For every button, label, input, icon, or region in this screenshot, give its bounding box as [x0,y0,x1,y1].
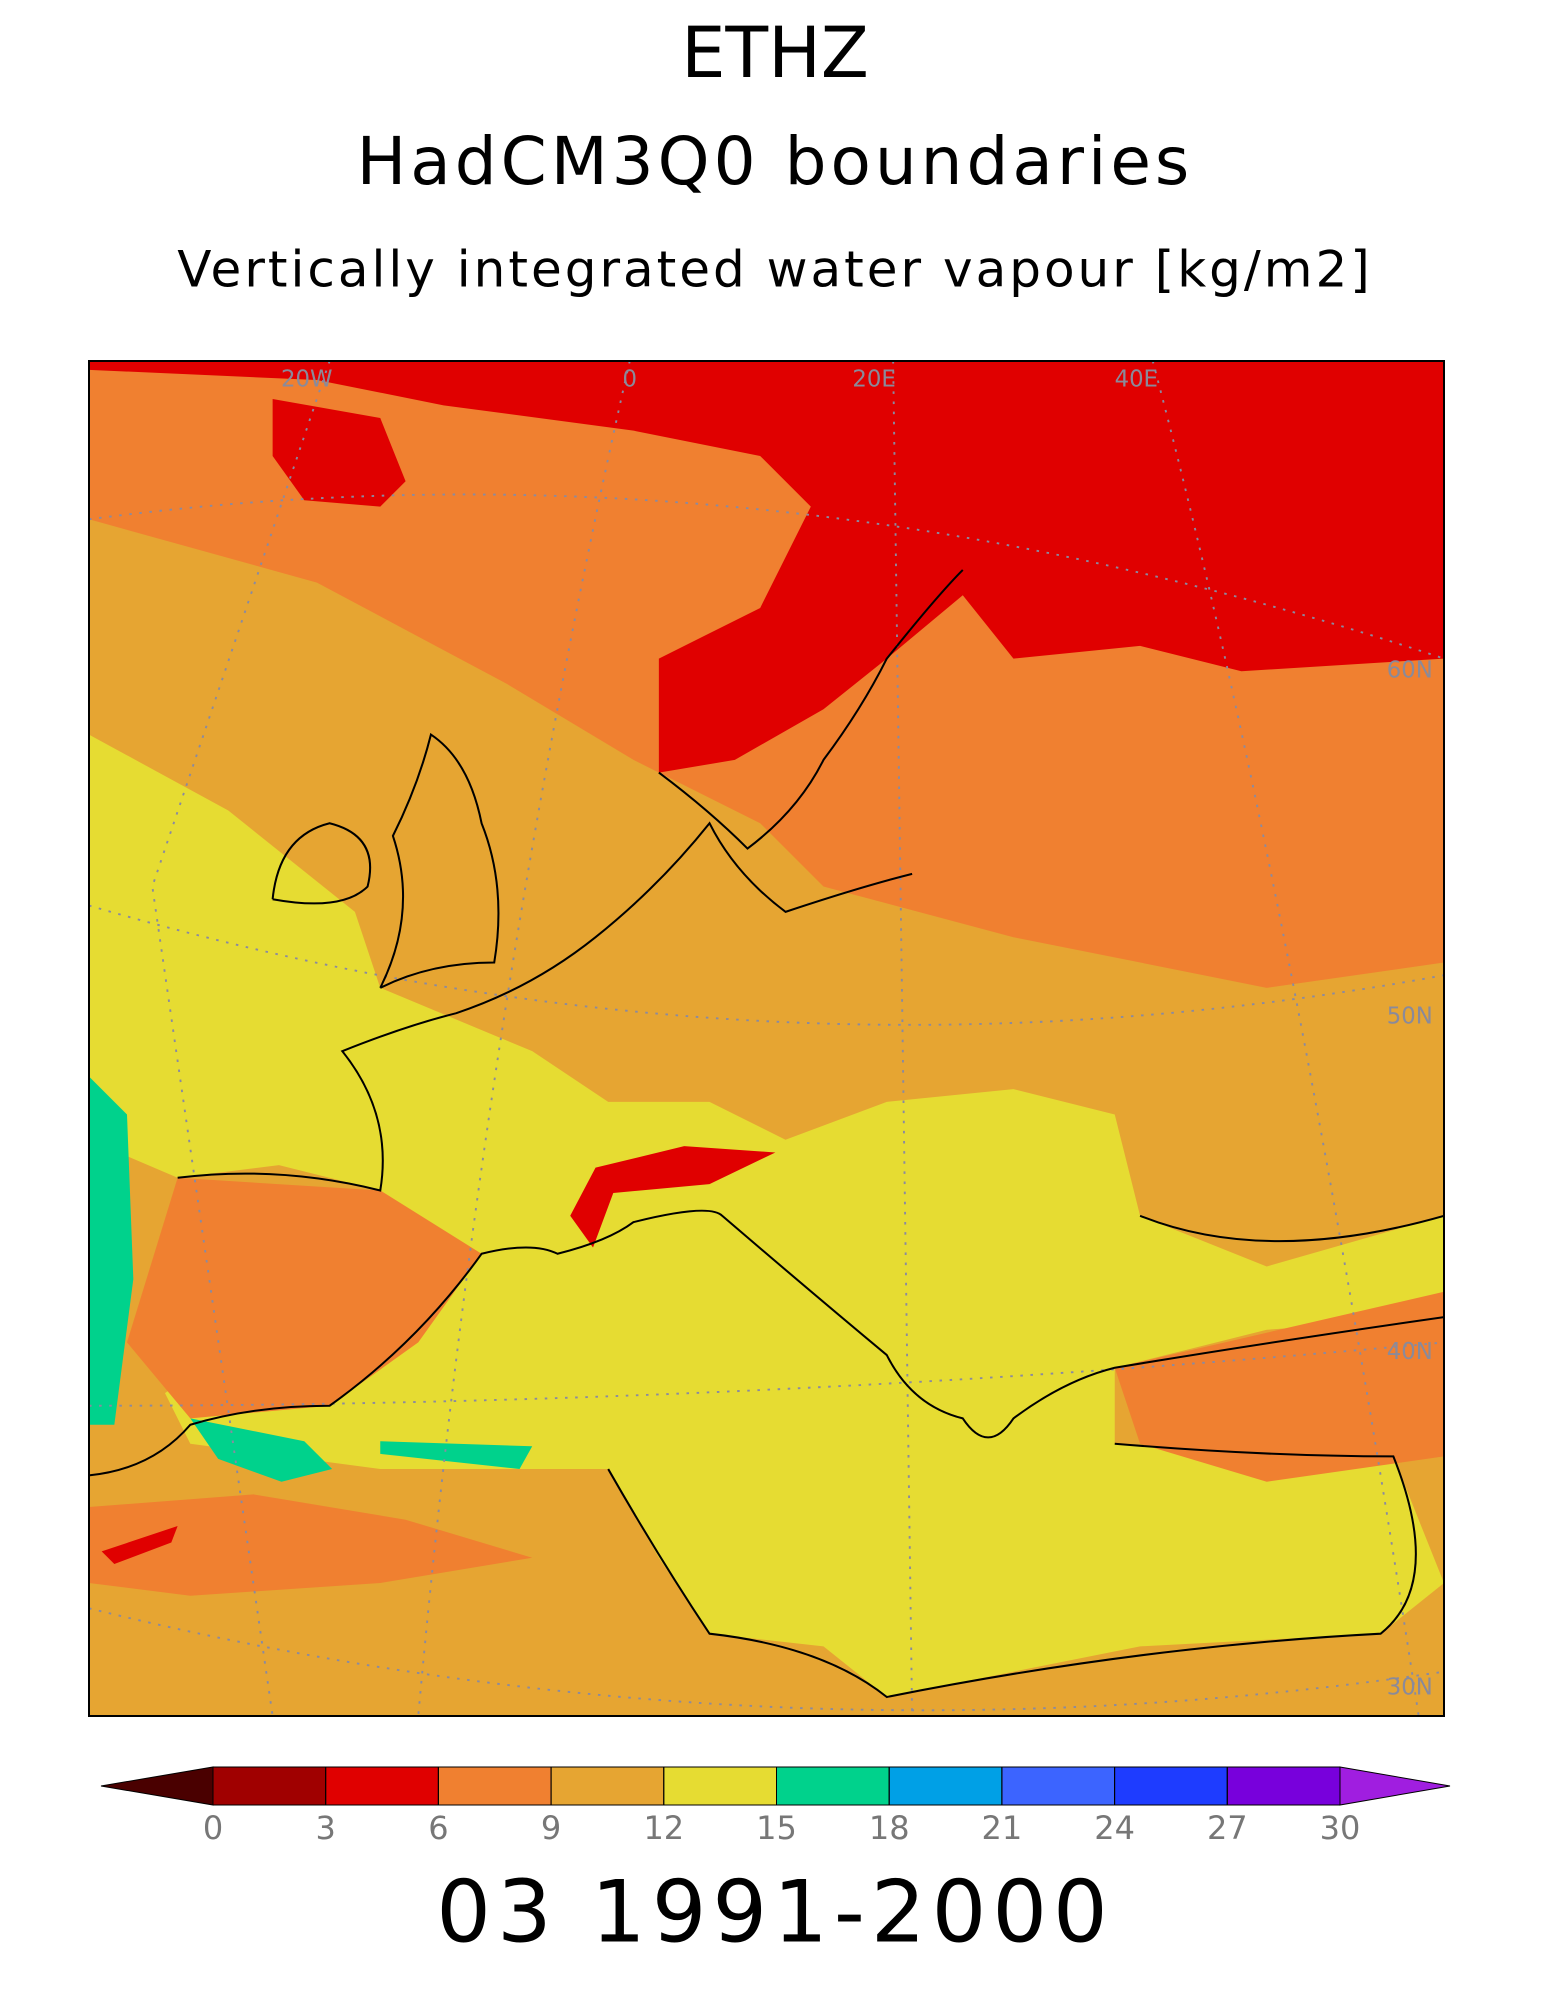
latitude-label: 30N [1387,1675,1433,1701]
colorbar-tick-label: 9 [541,1809,561,1847]
longitude-label: 40E [1115,366,1158,392]
colorbar-tick-label: 18 [869,1809,910,1847]
colorbar-segment [663,1766,777,1806]
colorbar-tick-label: 30 [1320,1809,1361,1847]
colorbar-tick-label: 15 [756,1809,797,1847]
colorbar-segment [325,1766,439,1806]
colorbar-segment [1114,1766,1228,1806]
map: 20W 0 20E 40E 60N 50N 40N 30N [89,361,1444,1716]
colorbar-segment [1001,1766,1116,1806]
colorbar-segment [1226,1766,1341,1806]
field-region [89,1494,533,1596]
colorbar-segment [550,1766,665,1806]
longitude-label: 20W [281,366,333,392]
colorbar-tick-label: 27 [1207,1809,1248,1847]
field-region [1114,1291,1444,1482]
coastline [89,569,1444,1699]
colorbar-tick-label: 0 [203,1809,223,1847]
colorbar-tick-label: 21 [982,1809,1023,1847]
variable-title: Vertically integrated water vapour [kg/m… [177,241,1373,299]
map-frame [88,360,1445,1717]
field-region [126,1177,482,1419]
title: ETHZ [681,12,869,94]
field-region [89,1076,134,1425]
colorbar-segment [888,1766,1003,1806]
field-region [190,1418,333,1482]
colorbar-tick-label: 12 [643,1809,684,1847]
colorbar-segment [437,1766,552,1806]
colorbar-tick-label: 3 [316,1809,336,1847]
latitude-label: 60N [1387,658,1433,684]
colorbar-segment [212,1766,327,1806]
colorbar-over [1339,1766,1451,1806]
field-region [89,361,1444,773]
colorbar-under [100,1766,214,1806]
longitude-label: 0 [622,366,637,392]
field-region [380,1441,533,1470]
field-region [101,1526,178,1565]
colorbar-tick-label: 6 [428,1809,448,1847]
period-label: 03 1991-2000 [436,1862,1114,1962]
colorbar-tick-label: 24 [1094,1809,1135,1847]
longitude-label: 20E [852,366,895,392]
field-region [570,1146,776,1248]
field-region [272,398,406,507]
colorbar-segment [776,1766,890,1806]
latitude-label: 50N [1387,1003,1433,1029]
latitude-label: 40N [1387,1339,1433,1365]
subtitle: HadCM3Q0 boundaries [357,123,1194,200]
